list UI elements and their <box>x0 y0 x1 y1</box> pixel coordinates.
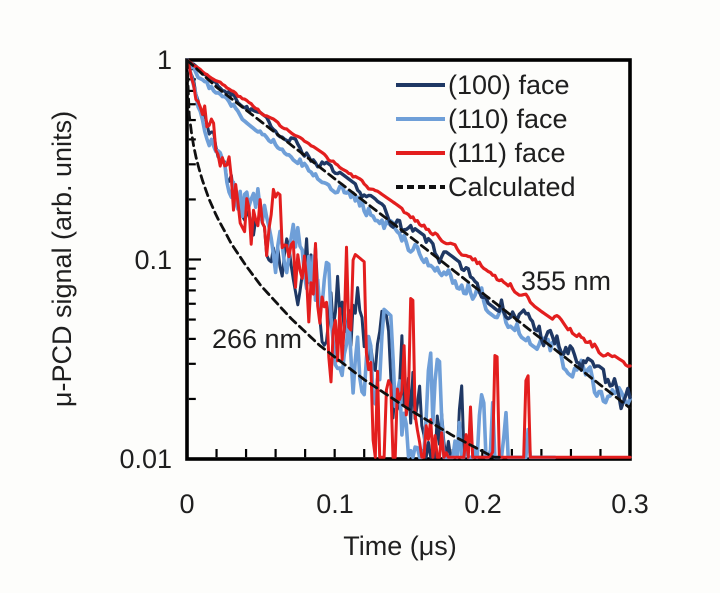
annotation-355nm: 355 nm <box>520 266 612 296</box>
x-tick-label-0: 0 <box>179 489 195 519</box>
legend-label-calculated: Calculated <box>448 172 576 202</box>
curve-111-266 <box>186 58 632 459</box>
x-tick-label-0.3: 0.3 <box>611 489 649 519</box>
legend-swatch-100-face <box>396 83 445 87</box>
x-tick-label-0.2: 0.2 <box>464 489 502 519</box>
y-tick-label-0.1: 0.1 <box>134 245 172 275</box>
legend-row-111-face: (111) face <box>396 136 576 170</box>
x-axis-title: Time (μs) <box>343 531 457 561</box>
annotation-266nm: 266 nm <box>211 324 303 354</box>
y-ticks <box>188 68 201 401</box>
curve-111-355 <box>186 58 632 368</box>
legend-row-calculated: Calculated <box>396 170 576 204</box>
curve-calc-266 <box>186 58 501 459</box>
legend: (100) face (110) face (111) face Calcula… <box>396 68 576 204</box>
legend-label-111-face: (111) face <box>448 138 566 168</box>
x-tick-label-0.1: 0.1 <box>316 489 354 519</box>
legend-label-110-face: (110) face <box>448 104 568 134</box>
legend-swatch-110-face <box>396 117 445 121</box>
legend-row-100-face: (100) face <box>396 68 576 102</box>
legend-row-110-face: (110) face <box>396 102 576 136</box>
legend-swatch-calculated <box>396 185 445 189</box>
y-axis-title: μ-PCD signal (arb. units) <box>47 110 77 408</box>
legend-label-100-face: (100) face <box>448 70 570 100</box>
legend-swatch-111-face <box>396 151 445 155</box>
curve-calc-355 <box>186 58 632 410</box>
y-tick-label-1: 1 <box>156 45 172 75</box>
y-tick-label-0.01: 0.01 <box>119 444 172 474</box>
plot-frame <box>185 58 632 461</box>
